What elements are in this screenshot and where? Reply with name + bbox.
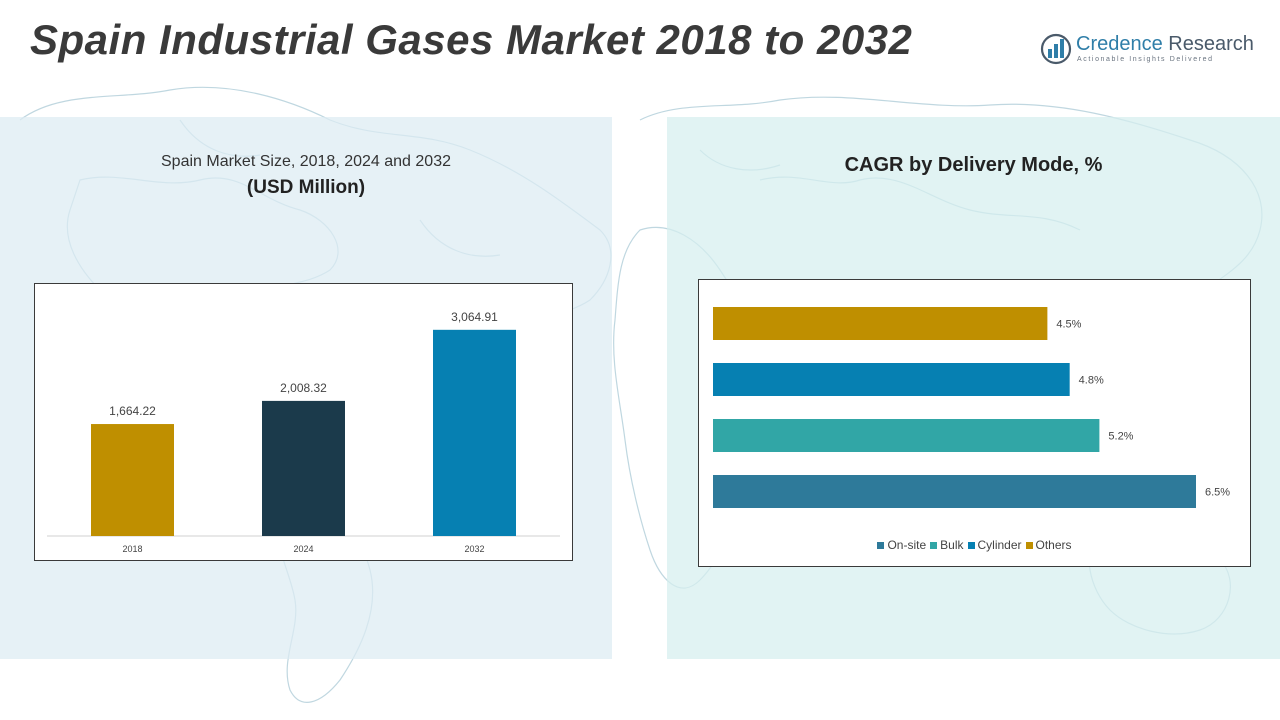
- bar-value-label: 3,064.91: [451, 310, 498, 324]
- bar-value-label: 1,664.22: [109, 404, 156, 418]
- bar-2024: [262, 400, 345, 536]
- cagr-chart: 4.5% 4.8% 5.2% 6.5% On-site Bulk Cylinder Othe…: [698, 279, 1251, 567]
- hbar-others: [713, 307, 1048, 340]
- hbar-value-label: 4.8%: [1079, 375, 1104, 387]
- brand-logo: Credence Research Actionable Insights De…: [1040, 30, 1260, 70]
- credence-bars-logo-icon: [1040, 33, 1072, 65]
- hbar-value-label: 6.5%: [1205, 487, 1230, 499]
- legend-label: On-site: [887, 538, 927, 552]
- x-tick-label: 2024: [293, 544, 313, 554]
- legend-swatch: [1025, 542, 1033, 549]
- bar-2018: [91, 424, 174, 536]
- x-tick-label: 2018: [122, 544, 142, 554]
- cagr-bar-chart: 4.5% 4.8% 5.2% 6.5%: [713, 307, 1230, 508]
- page-title: Spain Industrial Gases Market 2018 to 20…: [30, 16, 913, 63]
- legend-label: Others: [1035, 538, 1072, 552]
- market-size-chart-title: Spain Market Size, 2018, 2024 and 2032: [161, 153, 451, 170]
- market-size-unit-label: (USD Million): [246, 177, 366, 198]
- hbar-value-label: 4.5%: [1056, 319, 1081, 331]
- legend-label: Cylinder: [977, 538, 1022, 552]
- bar-value-label: 2,008.32: [280, 381, 327, 395]
- hbar-bulk: [713, 419, 1100, 452]
- hbar-value-label: 5.2%: [1108, 431, 1133, 443]
- cagr-chart-title: CAGR by Delivery Mode, %: [844, 154, 1103, 176]
- brand-name: Credence Research: [1076, 33, 1254, 56]
- legend-swatch: [967, 542, 975, 549]
- cagr-legend: On-site Bulk Cylinder Others: [699, 538, 1250, 552]
- x-tick-label: 2032: [464, 544, 484, 554]
- brand-name-part2: Research: [1162, 33, 1254, 55]
- market-size-bar-chart: 1,664.22 2018 2,008.32 2024 3,064.91 2032: [47, 310, 560, 554]
- hbar-on-site: [713, 475, 1196, 508]
- legend-item-on-site: On-site: [877, 538, 926, 552]
- hbar-cylinder: [713, 363, 1070, 396]
- legend-swatch: [877, 542, 885, 549]
- brand-name-part1: Credence: [1076, 33, 1163, 55]
- legend-label: Bulk: [940, 538, 964, 552]
- legend-item-bulk: Bulk: [930, 538, 964, 552]
- market-size-chart: 1,664.22 2018 2,008.32 2024 3,064.91 2032: [34, 283, 573, 561]
- legend-swatch: [930, 542, 938, 549]
- legend-item-others: Others: [1025, 538, 1072, 552]
- brand-tagline: Actionable Insights Delivered: [1077, 56, 1214, 63]
- legend-item-cylinder: Cylinder: [967, 538, 1022, 552]
- bar-2032: [433, 329, 516, 536]
